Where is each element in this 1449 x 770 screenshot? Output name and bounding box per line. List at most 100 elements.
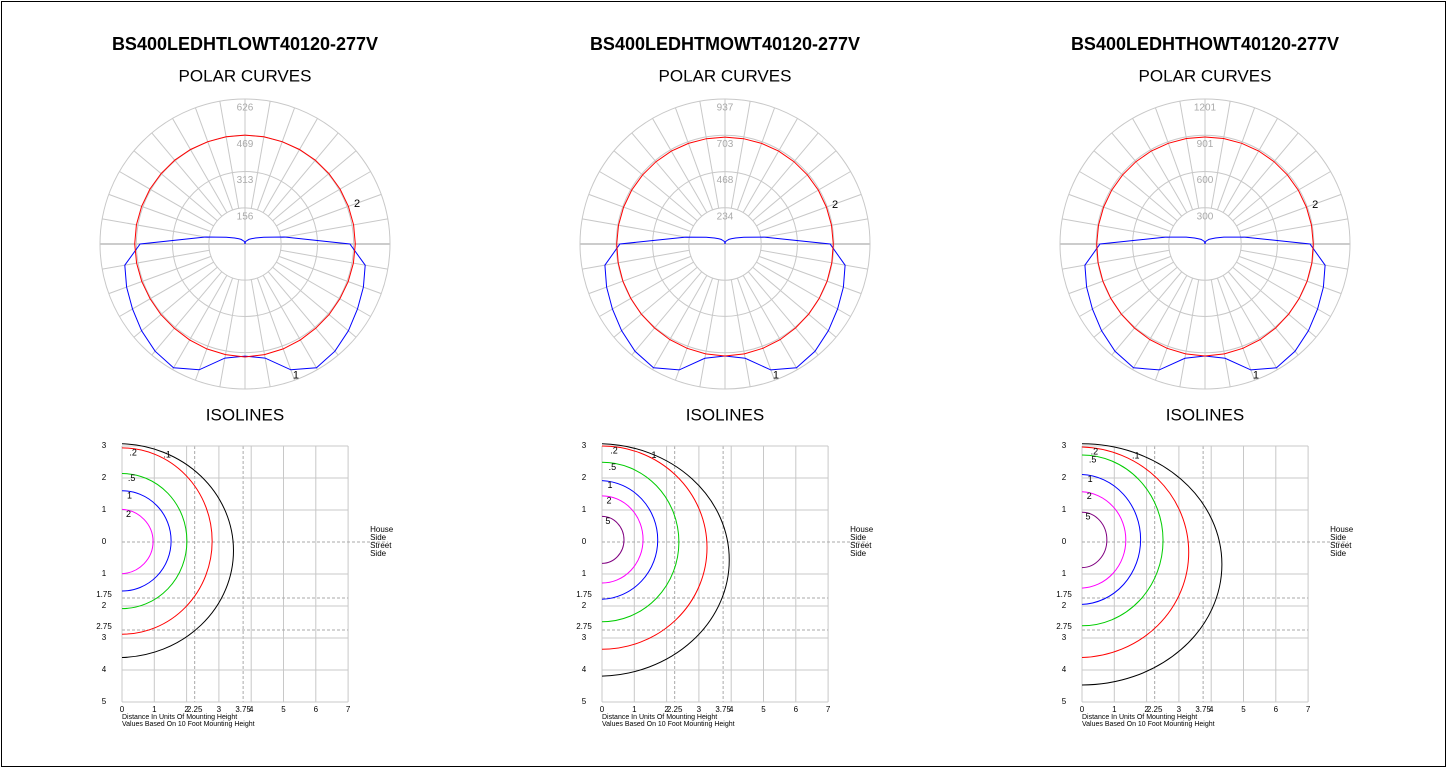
spoke [1132,275,1188,370]
x-tick-label: 3 [1177,705,1182,714]
isoline-label: .2 [1091,447,1099,457]
y-tick-label: 0 [102,537,107,546]
isoline-label: .1 [163,450,171,460]
ring-label: 901 [1197,139,1214,150]
spoke [756,171,851,227]
ring-label: 1201 [1194,103,1217,114]
isoline-label: 1 [607,480,612,490]
spoke [1222,118,1278,213]
spoke [1079,261,1174,317]
ring [1168,207,1242,281]
x-tick-label: 2 [1144,705,1149,714]
spoke [747,271,819,356]
polar-curve [616,136,726,357]
isoline-label: 2 [606,495,611,505]
spoke [613,266,698,338]
x-tick-label: 2 [664,705,669,714]
y-tick-label: 0 [1062,537,1067,546]
y-tick-label: 2 [582,473,587,482]
panel-title: BS400LEDHTLOWT40120-277V [112,34,378,54]
x-tick-label: 5 [1241,705,1246,714]
spoke [1232,150,1317,222]
spoke [582,249,690,270]
x-tick-label: 0 [120,705,125,714]
y-ref-label: 2.75 [576,622,592,631]
spoke [652,118,708,213]
x-tick-label: 4 [729,705,734,714]
spoke [699,101,720,209]
spoke [194,107,234,211]
curve-label: 1 [1253,369,1259,381]
chart-title: ISOLINES [686,405,764,424]
ring-label: 234 [717,211,734,222]
spoke [108,255,212,295]
chart-subtitle: POLAR CURVES [659,66,792,85]
ring-label: 156 [237,212,254,223]
x-tick-label: 3 [697,705,702,714]
spoke [599,261,694,317]
spoke [588,193,692,233]
spoke [280,249,388,270]
y-tick-label: 2 [582,601,587,610]
polar-curve [1096,136,1206,357]
isoline [601,443,730,677]
spoke [119,171,214,227]
side-label: Side [370,549,387,558]
polar-curve [124,236,246,371]
spoke [730,101,751,209]
y-tick-label: 4 [1062,665,1067,674]
side-label: Side [850,533,867,542]
chart-title: ISOLINES [1166,405,1244,424]
ring-label: 468 [717,175,734,186]
axis-note: Values Based On 10 Foot Mounting Height [1082,721,1215,728]
x-tick-label: 6 [794,705,799,714]
x-ref-label: 3.75 [235,705,251,714]
spoke [172,275,228,370]
spoke [1236,261,1331,317]
y-tick-label: 2 [102,601,107,610]
y-tick-label: 1 [1062,569,1067,578]
spoke [1068,255,1172,295]
spoke [1132,118,1188,213]
spoke [108,193,212,233]
x-ref-label: 3.75 [1195,705,1211,714]
spoke [1154,277,1194,381]
y-tick-label: 3 [582,441,587,450]
isoline-label: .5 [128,473,136,483]
spoke [1179,279,1200,387]
y-tick-label: 5 [102,697,107,706]
spoke [172,118,228,213]
spoke [742,275,798,370]
spoke [1079,171,1174,227]
spoke [752,150,837,222]
spoke [742,118,798,213]
axis-note: Values Based On 10 Foot Mounting Height [602,721,735,728]
y-tick-label: 2 [102,473,107,482]
x-tick-label: 7 [1306,705,1311,714]
spoke [674,107,714,211]
isoline [121,447,213,635]
side-label: Side [370,533,387,542]
y-ref-label: 1.75 [1056,590,1072,599]
spoke [582,218,690,239]
spoke [272,266,357,338]
x-tick-label: 4 [249,705,254,714]
spoke [1210,279,1231,387]
spoke [613,150,698,222]
chart-subtitle: POLAR CURVES [1139,66,1272,85]
x-tick-label: 6 [314,705,319,714]
spoke [760,249,868,270]
spoke [194,277,234,381]
y-tick-label: 1 [1062,505,1067,514]
side-label: Street [370,541,392,550]
polar-curve [604,236,726,371]
spoke [1154,107,1194,211]
ring-label: 300 [1197,211,1214,222]
polar-curve [724,136,834,357]
isoline [601,515,625,564]
x-ref-label: 2.25 [187,705,203,714]
spoke [674,277,714,381]
y-tick-label: 3 [582,633,587,642]
side-label: House [370,525,394,534]
